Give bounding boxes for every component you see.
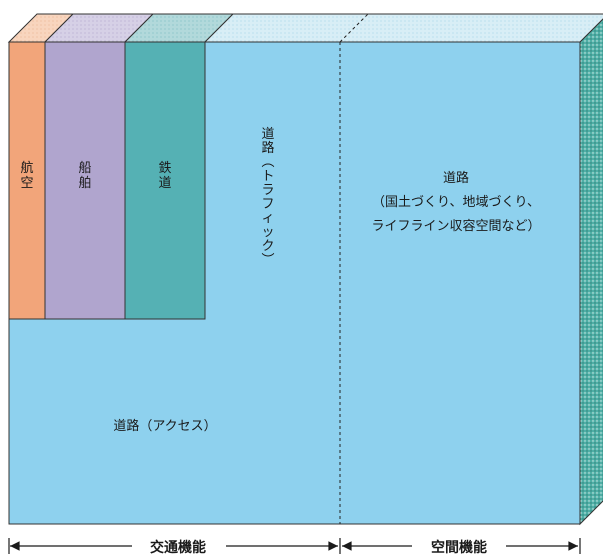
- railway-label: 鉄道: [158, 161, 171, 191]
- vertical-char: ッ: [261, 225, 274, 240]
- space-function-label: 空間機能: [431, 539, 487, 554]
- road-space-label-line1: 道路: [443, 170, 469, 186]
- vertical-char: 空: [20, 176, 33, 191]
- vertical-char: ィ: [261, 211, 274, 226]
- shipping-block: [44, 41, 126, 320]
- vertical-char: ︶: [261, 253, 274, 268]
- road-space-label-line3: ライフライン収容空間など）: [371, 218, 540, 234]
- aviation-block: [8, 41, 46, 320]
- vertical-char: 鉄: [158, 161, 171, 176]
- vertical-char: ト: [261, 169, 274, 184]
- vertical-char: フ: [261, 197, 274, 212]
- vertical-char: 道: [158, 176, 171, 191]
- vertical-char: 航: [20, 160, 33, 176]
- vertical-char: 路: [261, 140, 274, 156]
- vertical-char: ク: [261, 239, 274, 254]
- aviation-label: 航空: [20, 160, 33, 191]
- function-divider-top: [339, 13, 369, 43]
- vertical-char: ︵: [261, 155, 274, 170]
- vertical-char: 舶: [78, 175, 91, 191]
- road-traffic-label: 道路︵トラフィック︶: [261, 127, 274, 268]
- vertical-char: ラ: [261, 183, 274, 198]
- vertical-char: 道: [261, 127, 274, 142]
- box-right-face: [579, 18, 603, 526]
- road-access-label: 道路（アクセス）: [113, 418, 216, 434]
- road-space-label-line2: （国土づくり、地域づくり、: [372, 195, 540, 210]
- vertical-char: 船: [78, 161, 91, 176]
- railway-block: [124, 41, 206, 320]
- traffic-function-label: 交通機能: [150, 539, 206, 554]
- top-face-road: [203, 13, 603, 43]
- shipping-label: 船舶: [78, 161, 91, 191]
